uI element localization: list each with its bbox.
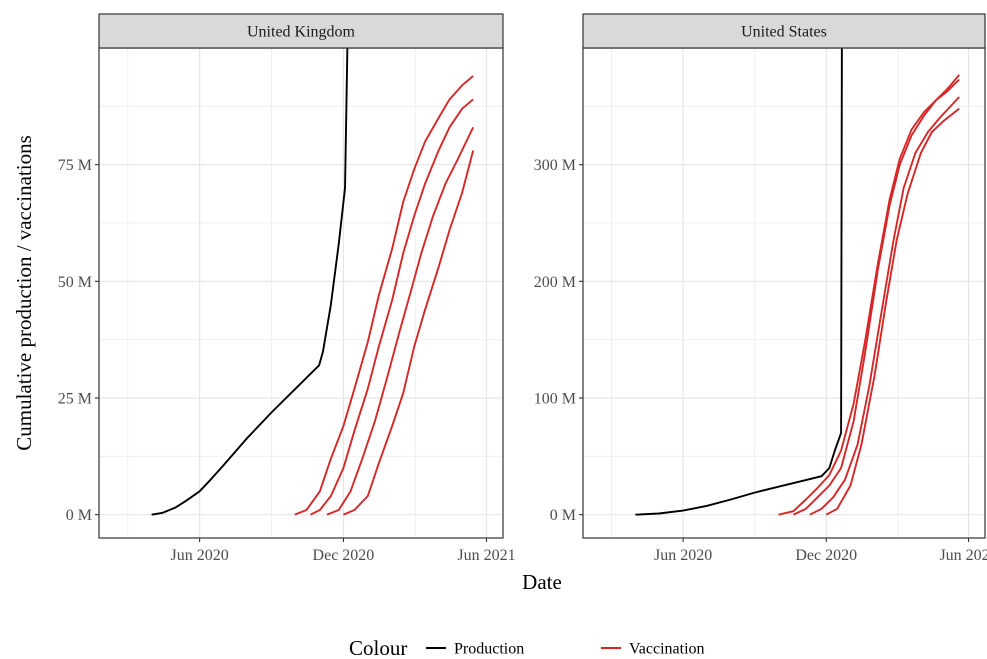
y-tick-label: 300 M <box>534 157 576 174</box>
facet-title: United Kingdom <box>247 24 356 41</box>
series-line-vaccination-1 <box>294 75 474 516</box>
facet-title: United States <box>741 24 827 41</box>
x-tick-label: Jun 2021 <box>457 547 515 564</box>
facet-strip <box>98 13 504 49</box>
y-tick-label: 75 M <box>58 157 92 174</box>
y-tick-label: 0 M <box>66 507 92 524</box>
x-tick-label: Dec 2020 <box>795 547 857 564</box>
series-line-production-0 <box>635 48 843 516</box>
panel-background <box>583 48 985 538</box>
series-line-vaccination-2 <box>792 78 960 516</box>
series-line-vaccination-3 <box>809 96 960 516</box>
panel-background <box>99 48 503 538</box>
series-line-vaccination-2 <box>310 98 474 516</box>
x-tick-label: Jun 2020 <box>654 547 712 564</box>
legend-title: Colour <box>349 636 407 659</box>
y-tick-label: 25 M <box>58 391 92 408</box>
x-tick-label: Jun 2020 <box>170 547 228 564</box>
series-line-vaccination-1 <box>778 74 960 516</box>
series-line-production-0 <box>151 48 349 516</box>
x-tick-label: Dec 2020 <box>313 547 375 564</box>
y-tick-label: 50 M <box>58 274 92 291</box>
facet-panel-1: United States 0 M 100 M 200 M 300 M Jun 2020 D… <box>534 13 987 564</box>
y-axis-title: Cumulative production / vaccinations <box>12 135 36 451</box>
legend: Colour Production Vaccination <box>349 636 705 659</box>
facet-strip <box>582 13 986 49</box>
series-group <box>635 48 960 516</box>
series-line-vaccination-3 <box>326 126 474 516</box>
legend-label-vaccination: Vaccination <box>629 641 705 658</box>
y-tick-label: 200 M <box>534 274 576 291</box>
x-axis-title: Date <box>522 570 562 594</box>
legend-label-production: Production <box>454 641 524 658</box>
facet-panel-0: United Kingdom 0 M 25 M 50 M 75 M Jun 2020 Dec… <box>58 13 516 564</box>
series-group <box>151 48 475 516</box>
y-tick-label: 100 M <box>534 391 576 408</box>
x-tick-label: Jun 2021 <box>939 547 987 564</box>
series-line-vaccination-4 <box>825 107 960 516</box>
y-tick-label: 0 M <box>550 507 576 524</box>
series-line-vaccination-4 <box>343 150 475 516</box>
